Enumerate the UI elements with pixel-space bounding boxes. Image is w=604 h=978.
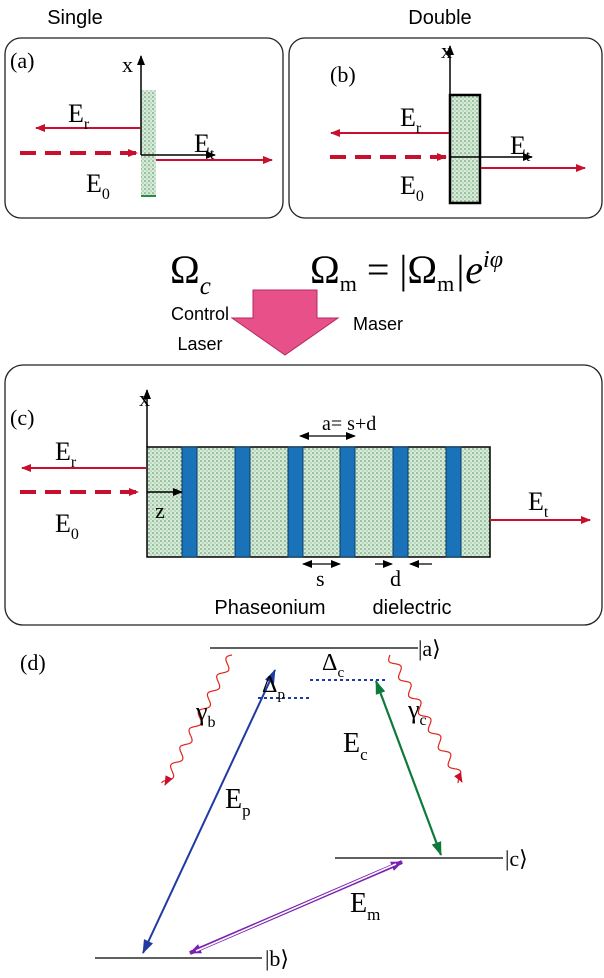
panel-tag: (b) (330, 62, 356, 87)
field-label: Er (68, 99, 90, 133)
subscript: 0 (416, 188, 424, 205)
field-label: E0 (55, 509, 79, 543)
subscript: t (526, 148, 531, 165)
symbol: |e (454, 247, 483, 292)
crystal (147, 447, 490, 557)
dielectric-layer (288, 447, 303, 557)
symbol: γ (407, 695, 420, 724)
panel-tag: (c) (10, 405, 34, 430)
subscript: r (71, 454, 77, 471)
symbol: E (400, 171, 416, 200)
subscript: r (84, 116, 90, 133)
subscript: 0 (102, 186, 110, 203)
superscript: iφ (483, 247, 503, 273)
subscript: p (242, 801, 251, 820)
field-label: E0 (86, 169, 110, 203)
symbol: E (350, 888, 367, 919)
heading: Single (47, 7, 103, 29)
symbol: Ω (170, 247, 200, 292)
dielectric-layer (393, 447, 408, 557)
symbol: Δ (262, 672, 277, 698)
subscript: c (200, 273, 211, 300)
subscript: t (544, 504, 549, 521)
subscript: c (337, 665, 344, 681)
field-label: Ec (343, 728, 368, 764)
decay-arrow (165, 783, 166, 785)
symbol: E (86, 169, 102, 198)
symbol: E (55, 437, 71, 466)
dielectric-layer (235, 447, 250, 557)
layer-label: d (390, 566, 401, 591)
spacer-label: s (316, 566, 325, 591)
subscript: 0 (71, 526, 79, 543)
caption: Maser (353, 314, 403, 334)
subscript: c (420, 712, 427, 729)
field-label: Er (55, 437, 77, 471)
panel-tag: (a) (10, 48, 34, 73)
level-label: |b⟩ (265, 946, 289, 971)
decay-label: γb (195, 697, 216, 731)
field-label: Et (510, 131, 531, 165)
symbol: Ω (310, 247, 340, 292)
caption: Control (171, 304, 229, 324)
slab (450, 95, 480, 203)
figure: Single Double (a) x (b) x Control Laser … (0, 0, 604, 978)
caption: Laser (177, 334, 222, 354)
level-label: |a⟩ (418, 636, 441, 661)
symbol: E (68, 99, 84, 128)
control-symbol: Ωc (170, 247, 211, 300)
symbol: = |Ω (357, 247, 437, 292)
axis-label: x (122, 52, 133, 77)
subscript: p (277, 687, 285, 703)
field-label: Et (528, 487, 549, 521)
dielectric-layer (446, 447, 461, 557)
axis-label: x (139, 386, 150, 411)
subscript: r (416, 120, 422, 137)
probe-transition (143, 670, 275, 953)
axis-label: x (441, 38, 452, 63)
field-label: Er (400, 103, 422, 137)
symbol: E (55, 509, 71, 538)
heading: Double (408, 7, 471, 29)
field-label: Et (194, 129, 215, 163)
decay-label: γc (407, 695, 427, 729)
subscript: m (437, 271, 454, 296)
symbol: γ (195, 697, 208, 726)
period-label: a= s+d (322, 413, 376, 435)
process-arrow (232, 290, 338, 355)
subscript: m (340, 271, 357, 296)
symbol: E (225, 784, 242, 815)
subscript: m (367, 905, 380, 924)
axis-label: z (155, 498, 165, 523)
dielectric-layer (182, 447, 197, 557)
maser-formula: Ωm = |Ωm|eiφ (310, 247, 503, 296)
field-label: Ep (225, 784, 251, 820)
material-label: Phaseonium (214, 597, 325, 619)
field-label: Em (350, 888, 380, 924)
symbol: E (194, 129, 210, 158)
symbol: Δ (322, 650, 337, 676)
page: {"panel_a": {"heading": "Single", "tag":… (0, 0, 604, 978)
symbol: E (528, 487, 544, 516)
slab (141, 90, 156, 196)
field-label: E0 (400, 171, 424, 205)
symbol: E (510, 131, 526, 160)
detuning-label: Δc (322, 650, 344, 681)
decay-arrow (461, 780, 462, 782)
subscript: b (208, 714, 216, 731)
subscript: c (360, 745, 368, 764)
panel-tag: (d) (20, 650, 46, 675)
level-label: |c⟩ (505, 846, 528, 871)
symbol: E (400, 103, 416, 132)
material-label: dielectric (373, 597, 452, 619)
dielectric-layer (340, 447, 355, 557)
symbol: E (343, 728, 360, 759)
subscript: t (210, 146, 215, 163)
